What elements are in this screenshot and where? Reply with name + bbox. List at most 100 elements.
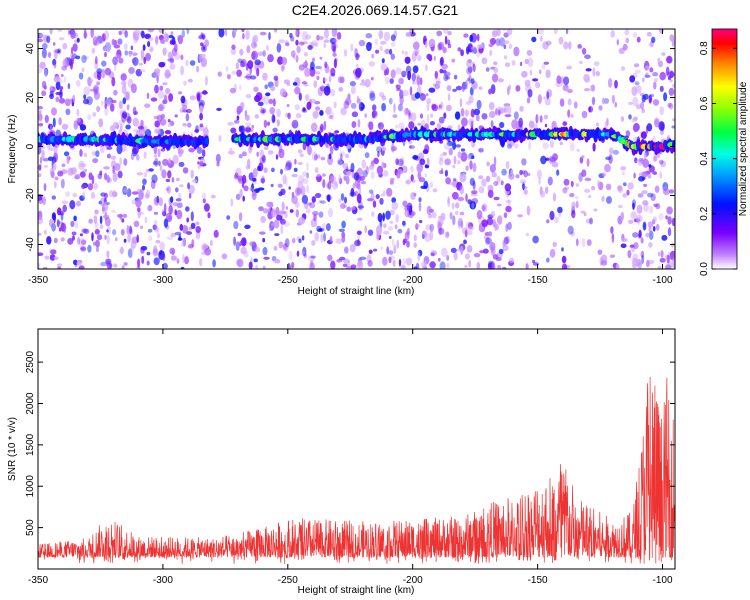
spectrogram-noise-cell xyxy=(615,263,620,269)
spectrogram-noise-cell xyxy=(503,40,510,45)
spectrogram-noise-cell xyxy=(170,31,174,35)
spectrogram-noise-cell xyxy=(444,169,448,177)
spectrogram-noise-cell xyxy=(280,224,284,235)
spectrogram-noise-cell xyxy=(289,32,293,39)
spectrogram-noise-cell xyxy=(94,229,100,235)
spectrogram-noise-cell xyxy=(53,144,58,154)
spectrogram-noise-cell xyxy=(123,188,129,194)
snr-frame xyxy=(37,328,676,570)
spectrogram-noise-cell xyxy=(505,199,511,204)
spectrogram-noise-cell xyxy=(127,248,133,259)
spectrogram-noise-cell xyxy=(200,57,207,68)
spectrogram-noise-cell xyxy=(372,200,377,208)
spectrogram-noise-cell xyxy=(95,56,98,65)
spectrogram-noise-cell xyxy=(350,102,357,109)
spectrogram-noise-cell xyxy=(405,257,413,266)
spectrogram-noise-cell xyxy=(472,162,477,173)
spectrogram-noise-cell xyxy=(440,212,446,221)
spectrogram-noise-cell xyxy=(239,240,242,247)
spectrogram-noise-cell xyxy=(377,150,380,158)
spectrogram-noise-cell xyxy=(381,161,385,169)
spectrogram-noise-cell xyxy=(62,42,68,50)
spectrogram-noise-cell xyxy=(504,183,512,192)
spectrogram-noise-cell xyxy=(201,44,207,53)
spectrogram-noise-cell xyxy=(263,256,270,260)
spectrogram-noise-cell xyxy=(350,206,356,211)
spectrogram-noise-cell xyxy=(468,259,472,268)
spectrogram-noise-cell xyxy=(262,155,266,164)
spectrogram-noise-cell xyxy=(526,97,531,104)
spectrogram-noise-cell xyxy=(398,77,404,85)
spectrogram-noise-cell xyxy=(509,257,515,264)
spectrogram-noise-cell xyxy=(271,113,276,124)
spectrogram-noise-cell xyxy=(108,177,112,183)
spectrogram-noise-cell xyxy=(137,258,141,268)
spectrogram-noise-cell xyxy=(369,90,375,99)
spectrogram-noise-cell xyxy=(121,218,125,223)
spectrogram-noise-cell xyxy=(133,31,136,40)
spectrogram-noise-cell xyxy=(80,247,86,251)
spectrogram-noise-cell xyxy=(155,35,159,45)
spectrogram-noise-cell xyxy=(356,193,362,204)
spectrogram-noise-cell xyxy=(451,202,455,210)
spectrogram-noise-cell xyxy=(605,156,612,161)
spectrogram-noise-cell xyxy=(669,70,674,79)
spectrogram-noise-cell xyxy=(570,231,575,237)
spectrogram-noise-cell xyxy=(120,73,127,81)
spectrogram-noise-cell xyxy=(544,98,551,106)
spectrogram-noise-cell xyxy=(79,171,86,178)
spectrogram-noise-cell xyxy=(54,176,59,181)
spectrogram-noise-cell xyxy=(589,217,593,225)
spectrogram-noise-cell xyxy=(606,117,609,127)
spectrogram-noise-cell xyxy=(233,174,239,180)
spectrogram-noise-cell xyxy=(136,153,140,161)
spectrogram-noise-cell xyxy=(446,104,452,112)
spectrogram-noise-cell xyxy=(392,114,398,118)
spectrogram-ridge-cell xyxy=(204,137,209,145)
spectrogram-noise-cell xyxy=(176,258,180,264)
spectrogram-noise-cell xyxy=(297,161,303,166)
spectrogram-noise-cell xyxy=(578,172,583,182)
spectrogram-noise-cell xyxy=(38,173,42,178)
spectrogram-noise-cell xyxy=(316,173,321,177)
spectrogram-noise-cell xyxy=(341,220,346,229)
spectrogram-noise-cell xyxy=(633,32,638,38)
spectrogram-noise-cell xyxy=(98,118,104,128)
spectrogram-noise-cell xyxy=(366,41,372,52)
spectrogram-ytick-label: 20 xyxy=(25,92,36,104)
spectrogram-noise-cell xyxy=(641,108,645,114)
spectrogram-noise-cell xyxy=(240,102,245,107)
spectrogram-noise-cell xyxy=(430,252,435,257)
spectrogram-noise-cell xyxy=(361,79,365,84)
spectrogram-noise-cell xyxy=(370,76,374,81)
spectrogram-noise-cell xyxy=(621,171,625,176)
spectrogram-noise-cell xyxy=(563,178,570,186)
spectrogram-noise-cell xyxy=(154,128,158,134)
spectrogram-noise-cell xyxy=(311,39,318,47)
spectrogram-noise-cell xyxy=(305,94,310,101)
spectrogram-noise-cell xyxy=(444,35,448,45)
spectrogram-noise-cell xyxy=(262,246,268,256)
spectrogram-noise-cell xyxy=(627,182,634,190)
spectrogram-noise-cell xyxy=(217,71,222,77)
spectrogram-noise-cell xyxy=(145,189,151,198)
spectrogram-noise-cell xyxy=(471,190,478,195)
spectrogram-noise-cell xyxy=(210,194,216,199)
spectrogram-noise-cell xyxy=(116,49,122,59)
spectrogram-noise-cell xyxy=(645,72,649,78)
spectrogram-noise-cell xyxy=(132,57,139,66)
spectrogram-noise-cell xyxy=(81,228,88,233)
spectrogram-noise-cell xyxy=(426,101,430,112)
spectrogram-noise-cell xyxy=(153,211,159,215)
spectrogram-noise-cell xyxy=(113,89,118,96)
spectrogram-noise-cell xyxy=(263,146,269,150)
spectrogram-noise-cell xyxy=(120,229,125,236)
snr-ytick-label: 1000 xyxy=(25,475,36,498)
spectrogram-noise-cell xyxy=(104,192,108,199)
spectrogram-noise-cell xyxy=(549,210,555,221)
spectrogram-noise-cell xyxy=(127,116,132,124)
spectrogram-noise-cell xyxy=(344,49,348,57)
spectrogram-noise-cell xyxy=(336,32,342,40)
spectrogram-noise-cell xyxy=(148,235,153,242)
spectrogram-noise-cell xyxy=(537,29,544,35)
